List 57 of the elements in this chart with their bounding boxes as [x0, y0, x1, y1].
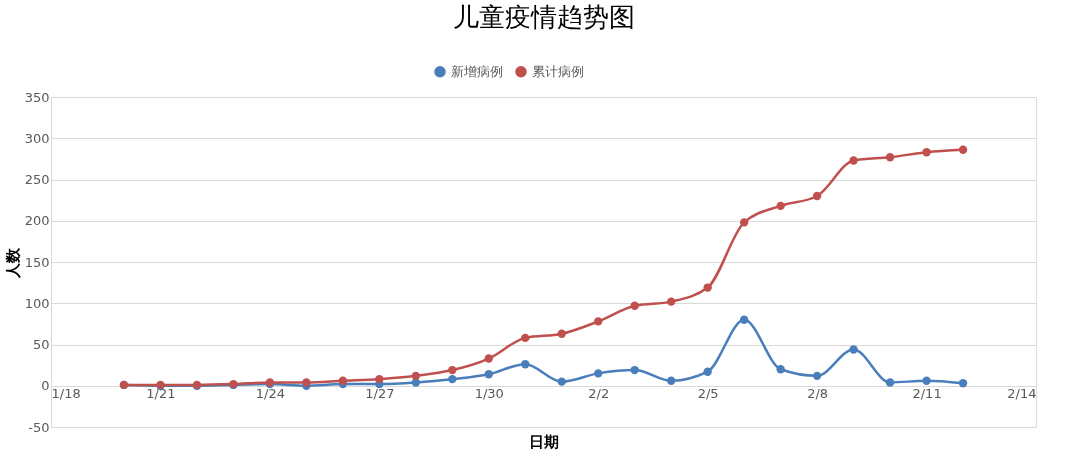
legend-label: 新增病例 — [450, 63, 503, 79]
point — [776, 365, 785, 374]
point — [594, 369, 603, 378]
point — [630, 365, 639, 375]
point — [594, 317, 603, 326]
x-tick-label: 2/8 — [807, 386, 829, 402]
point — [630, 301, 639, 310]
point — [812, 191, 822, 201]
x-tick-label: 2/5 — [697, 386, 719, 402]
chart-title: 儿童疫情趋势图 — [452, 2, 635, 32]
point — [484, 370, 493, 379]
point — [739, 218, 749, 227]
y-tick-label: -50 — [28, 419, 50, 435]
point — [922, 148, 931, 157]
x-tick-label: 1/21 — [146, 386, 176, 402]
point — [521, 333, 530, 343]
x-tick-label: 2/11 — [912, 386, 942, 402]
point — [557, 377, 566, 386]
y-tick-label: 250 — [24, 172, 50, 187]
y-tick-label: 300 — [24, 130, 50, 146]
point — [958, 145, 968, 154]
point — [521, 360, 530, 369]
point — [448, 374, 457, 384]
point — [885, 153, 895, 162]
point — [849, 345, 858, 354]
point — [484, 354, 493, 363]
point — [667, 376, 676, 385]
y-tick-label: 0 — [41, 378, 50, 394]
point — [849, 156, 858, 165]
point — [703, 283, 712, 292]
point — [375, 374, 384, 384]
point — [557, 329, 566, 338]
point — [812, 371, 822, 381]
point — [958, 379, 968, 388]
y-axis-title: 人数 — [3, 246, 22, 279]
y-tick-label: 100 — [24, 295, 50, 311]
y-tick-label: 200 — [24, 213, 50, 229]
x-tick-label: 2/2 — [588, 386, 610, 402]
point — [338, 376, 348, 385]
point — [739, 315, 749, 324]
point — [885, 378, 895, 387]
point — [776, 201, 785, 211]
x-tick-label: 1/30 — [474, 386, 504, 402]
x-tick-label: 2/14 — [1007, 386, 1037, 402]
y-tick-label: 150 — [24, 254, 50, 270]
y-tick-label: 350 — [24, 89, 50, 105]
x-tick-label: 1/24 — [255, 386, 285, 402]
point — [703, 367, 712, 376]
point — [448, 365, 457, 375]
point — [667, 297, 676, 306]
point — [411, 371, 420, 381]
x-tick-label: 1/18 — [51, 386, 81, 402]
legend-label: 累计病例 — [531, 63, 584, 79]
x-tick-label: 1/27 — [365, 386, 395, 402]
y-tick-label: 50 — [32, 337, 50, 352]
x-axis-title: 日期 — [529, 432, 559, 451]
point — [922, 376, 931, 385]
